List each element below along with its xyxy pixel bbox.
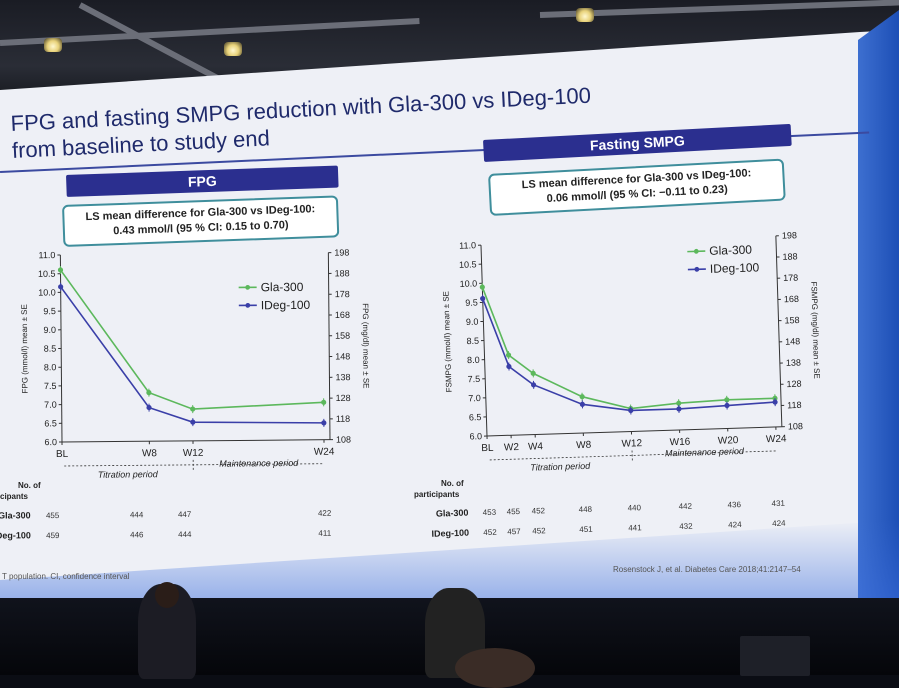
smpg-count-header-2: participants bbox=[414, 490, 460, 499]
smpg-y2-tick-label: 198 bbox=[782, 230, 797, 240]
smpg-count-header-1: No. of bbox=[441, 479, 464, 488]
smpg-legend-label: IDeg-100 bbox=[710, 260, 760, 276]
smpg-plot-group: 6.0 6.5 7.0 7.5 8.0 8.5 9.0 9.5 10.0 10.5 11.0 108 1… bbox=[422, 230, 826, 539]
smpg-y2-tick-label: 138 bbox=[786, 357, 801, 367]
smpg-y-tick-label: 9.0 bbox=[466, 317, 479, 327]
smpg-y2-tick-label: 158 bbox=[784, 315, 799, 325]
smpg-y2-tick-label: 118 bbox=[787, 400, 802, 410]
smpg-y-axis-label: FSMPG (mmol/l) mean ± SE bbox=[441, 291, 453, 393]
podium bbox=[740, 636, 810, 676]
smpg-x-tick-label: W12 bbox=[621, 438, 642, 450]
smpg-y2-tick-label: 168 bbox=[784, 294, 799, 304]
smpg-y-tick-label: 7.5 bbox=[468, 374, 481, 384]
smpg-participant-count: 424 bbox=[772, 519, 786, 528]
smpg-data-point bbox=[580, 402, 585, 407]
smpg-x-tick-label: W2 bbox=[504, 442, 520, 453]
smpg-participant-count: 432 bbox=[679, 522, 693, 531]
smpg-y2-tick-label: 128 bbox=[786, 379, 801, 389]
smpg-x-tick-label: W8 bbox=[576, 440, 592, 451]
smpg-participant-count: 442 bbox=[678, 502, 692, 511]
stage-floor bbox=[0, 598, 899, 675]
smpg-legend-marker bbox=[694, 267, 699, 272]
smpg-titration-label: Titration period bbox=[530, 461, 591, 473]
smpg-y2-tick-label: 188 bbox=[782, 251, 797, 261]
smpg-data-point bbox=[480, 296, 485, 301]
smpg-y2-tick-label: 178 bbox=[783, 273, 798, 283]
smpg-participant-count: 431 bbox=[771, 499, 785, 508]
smpg-data-point bbox=[772, 399, 777, 404]
smpg-x-tick-label: W20 bbox=[718, 435, 739, 447]
reference-citation: Rosenstock J, et al. Diabetes Care 2018;… bbox=[613, 565, 801, 574]
smpg-participant-count: 455 bbox=[507, 507, 521, 516]
smpg-participant-count: 440 bbox=[628, 503, 642, 512]
smpg-series-line-gla300 bbox=[482, 278, 775, 413]
smpg-x-tick-label: W24 bbox=[766, 434, 787, 446]
smpg-x-tick-label: BL bbox=[481, 443, 494, 454]
smpg-participant-count: 424 bbox=[728, 520, 742, 529]
smpg-y2-tick-label: 148 bbox=[785, 336, 800, 346]
smpg-y2-tick-label: 108 bbox=[788, 421, 803, 431]
smpg-y-tick-label: 11.0 bbox=[459, 240, 476, 251]
smpg-row-label: IDeg-100 bbox=[431, 528, 469, 539]
smpg-participant-count: 441 bbox=[628, 523, 642, 532]
smpg-y-tick-label: 6.0 bbox=[469, 431, 482, 441]
smpg-participant-count: 452 bbox=[532, 526, 546, 535]
smpg-participant-count: 452 bbox=[483, 528, 497, 537]
smpg-data-point bbox=[480, 284, 485, 289]
smpg-y-tick-label: 10.5 bbox=[459, 259, 477, 270]
smpg-y-tick-label: 6.5 bbox=[469, 412, 482, 422]
smpg-participant-count: 452 bbox=[532, 506, 546, 515]
smpg-participant-count: 453 bbox=[483, 508, 497, 517]
smpg-participant-count: 451 bbox=[579, 525, 593, 534]
smpg-x-tick-label: W4 bbox=[528, 441, 544, 452]
presenter-head bbox=[155, 582, 179, 608]
smpg-y2-axis-label: FSMPG (mg/dl) mean ± SE bbox=[809, 281, 821, 379]
smpg-participant-count: 448 bbox=[579, 505, 593, 514]
smpg-participant-count: 436 bbox=[727, 500, 741, 509]
smpg-row-label: Gla-300 bbox=[436, 508, 469, 519]
smpg-data-point bbox=[579, 394, 584, 399]
footnote: T population. CI, confidence interval bbox=[2, 572, 129, 581]
smpg-y-tick-label: 10.0 bbox=[460, 278, 478, 289]
smpg-x-tick-label: W16 bbox=[670, 437, 691, 449]
audience-head bbox=[455, 648, 535, 688]
smpg-legend-marker bbox=[694, 249, 699, 254]
smpg-legend-label: Gla-300 bbox=[709, 243, 752, 258]
smpg-series-line-ideg100 bbox=[483, 289, 776, 415]
smpg-data-point bbox=[676, 406, 681, 411]
smpg-y-tick-label: 7.0 bbox=[468, 393, 481, 403]
smpg-participant-count: 457 bbox=[507, 527, 521, 536]
smpg-maintenance-label: Maintenance period bbox=[665, 446, 745, 459]
smpg-y-tick-label: 8.5 bbox=[466, 336, 479, 346]
smpg-data-point bbox=[724, 403, 729, 408]
smpg-y-tick-label: 8.0 bbox=[467, 355, 480, 365]
smpg-y-tick-label: 9.5 bbox=[465, 298, 478, 308]
